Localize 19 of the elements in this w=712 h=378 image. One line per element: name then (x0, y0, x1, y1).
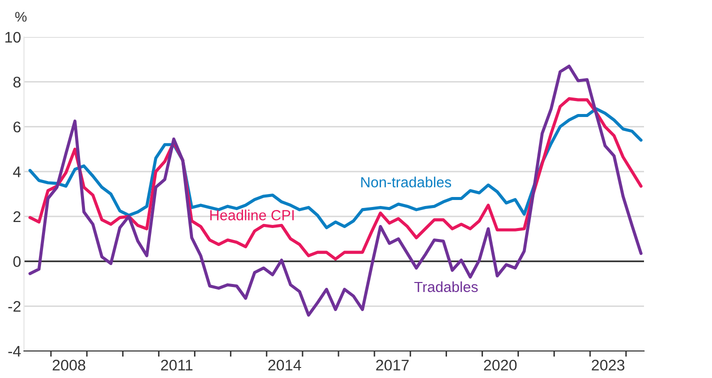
x-tick-label: 2008 (52, 360, 86, 371)
y-tick-label: 8 (13, 76, 21, 88)
y-tick-label: 10 (5, 32, 21, 43)
y-tick-label: 4 (13, 166, 21, 178)
y-tick-label: 6 (14, 122, 21, 132)
y-tick-label: 0 (13, 256, 21, 267)
series-label: Tradables (414, 281, 478, 292)
series-label: Headline CPI (210, 210, 294, 220)
y-axis-title: % (15, 12, 27, 22)
x-tick-label: 2017 (376, 360, 409, 371)
x-tick-label: 2011 (161, 360, 192, 371)
x-tick-label: 2023 (592, 360, 624, 371)
line-series (28, 64, 643, 317)
x-tick-label: 2014 (268, 360, 302, 371)
x-tick-label: 2020 (484, 360, 517, 371)
series-label: Non-tradables (361, 176, 452, 188)
y-tick-label: -4 (8, 346, 21, 357)
y-tick-label: -2 (8, 301, 20, 312)
y-tick-label: 2 (13, 211, 20, 222)
